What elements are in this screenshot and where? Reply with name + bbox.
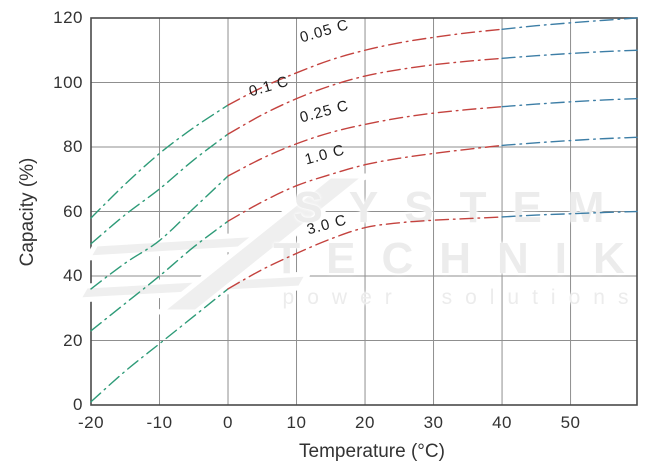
watermark-text-1: SYSTEM bbox=[293, 183, 631, 232]
y-tick-label: 0 bbox=[73, 395, 83, 414]
y-axis-title: Capacity (%) bbox=[17, 157, 38, 267]
x-axis-title: Temperature (°C) bbox=[299, 441, 445, 462]
y-tick-label: 120 bbox=[53, 8, 83, 27]
x-tick-label: 40 bbox=[492, 413, 512, 432]
y-tick-label: 20 bbox=[63, 330, 83, 350]
x-tick-label: 0 bbox=[223, 413, 233, 432]
curve-label: 0.25 C bbox=[297, 96, 351, 127]
x-tick-label: -20 bbox=[77, 413, 105, 432]
curve-label: 1.0 C bbox=[302, 141, 347, 169]
y-tick-label: 100 bbox=[53, 72, 83, 92]
x-tick-label: 10 bbox=[286, 413, 307, 432]
watermark-text-2: TECHNIK bbox=[273, 234, 651, 283]
y-tick-label: 60 bbox=[63, 201, 83, 221]
x-tick-label: 50 bbox=[560, 413, 581, 432]
y-tick-label: 40 bbox=[63, 266, 83, 285]
curve-label: 3.0 C bbox=[304, 211, 349, 239]
x-tick-label: 30 bbox=[423, 413, 444, 432]
curve-label: 0.05 C bbox=[297, 16, 351, 47]
x-tick-label: -10 bbox=[146, 413, 173, 432]
curve-label: 0.1 C bbox=[247, 72, 292, 101]
watermark-text-3: power solutions bbox=[282, 286, 642, 309]
x-tick-label: 20 bbox=[355, 413, 375, 432]
y-tick-label: 80 bbox=[63, 137, 83, 156]
